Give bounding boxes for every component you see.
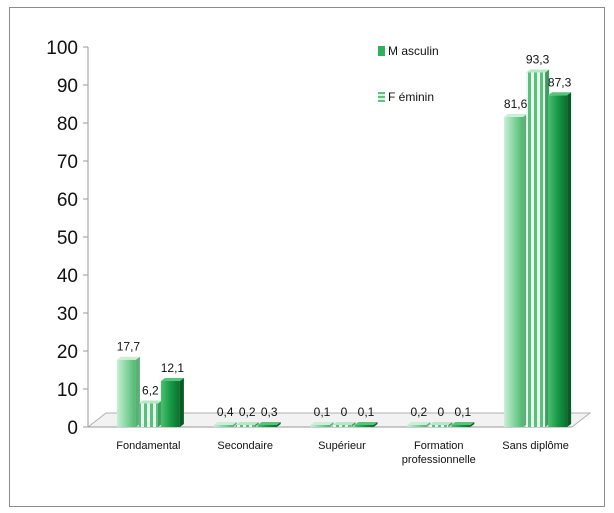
bar	[235, 425, 255, 427]
bar-top	[257, 422, 281, 425]
bar-top	[160, 378, 184, 382]
bar-side	[567, 92, 572, 427]
data-label: 0	[341, 405, 348, 419]
bar-side	[470, 422, 475, 427]
legend-swatch	[378, 92, 385, 102]
bar-top	[213, 422, 237, 425]
category-labels-group: Fondamental Secondaire Supérieur Formation p…	[116, 440, 569, 466]
bar	[354, 425, 374, 427]
bar	[213, 425, 233, 427]
bar	[504, 116, 524, 428]
bar-top	[548, 92, 572, 96]
y-tick-label: 70	[57, 152, 78, 173]
y-tick-label: 0	[67, 418, 78, 439]
x-category-label: Supérieur	[318, 440, 366, 452]
bar-top	[354, 422, 378, 425]
data-label: 0,1	[454, 405, 471, 419]
data-label: 0,1	[314, 405, 331, 419]
bar-top	[235, 422, 259, 425]
bar	[526, 72, 546, 428]
bar	[138, 403, 158, 427]
data-label: 87,3	[548, 75, 572, 89]
bar-side	[232, 422, 237, 427]
bar-top	[429, 422, 453, 425]
legend: M asculin F éminin	[378, 44, 439, 104]
bar	[407, 425, 427, 427]
data-label: 0,3	[261, 405, 278, 419]
data-label: 12,1	[161, 361, 185, 375]
bar-top	[504, 113, 528, 117]
data-label: 0,1	[358, 405, 375, 419]
bar	[116, 359, 136, 427]
x-category-label: Fondamental	[116, 440, 180, 452]
bar	[257, 425, 277, 427]
y-tick-label: 20	[57, 342, 78, 363]
data-label: 0,2	[239, 405, 256, 419]
bars-group	[116, 69, 572, 428]
y-tick-label: 40	[57, 266, 78, 287]
y-tick-label: 90	[57, 76, 78, 97]
data-label: 17,7	[117, 340, 141, 354]
data-label: 0,4	[217, 405, 234, 419]
bar-side	[329, 422, 334, 427]
bar	[548, 95, 568, 427]
bar-top	[116, 356, 140, 360]
bar-top	[310, 422, 334, 425]
bar-top	[407, 422, 431, 425]
y-tick-label: 10	[57, 380, 78, 401]
bar	[451, 425, 471, 427]
x-category-label: Secondaire	[217, 440, 273, 452]
bar-side	[276, 422, 281, 427]
x-category-label: Sans diplôme	[502, 440, 569, 452]
y-tick-label: 60	[57, 190, 78, 211]
data-label: 0	[437, 405, 444, 419]
y-tick-label: 50	[57, 228, 78, 249]
data-label: 6,2	[142, 383, 159, 397]
y-tick-label: 100	[46, 38, 78, 59]
legend-label: M asculin	[388, 44, 439, 58]
data-label: 0,2	[410, 405, 427, 419]
bar	[310, 425, 330, 427]
bar-top	[451, 422, 475, 425]
bar	[429, 425, 449, 427]
data-label: 93,3	[526, 52, 550, 66]
bar	[332, 425, 352, 427]
bar-side	[179, 378, 184, 427]
y-tick-label: 30	[57, 304, 78, 325]
bar-top	[526, 69, 550, 73]
bar	[160, 381, 180, 427]
bar-top	[138, 400, 162, 404]
x-category-label: professionnelle	[402, 454, 476, 466]
bar-side	[373, 422, 378, 427]
data-labels-group: 17,7 6,212,1 0,4 0,2 0,3 0,1 0 0,1 0,2 0 0,1 81,6 93…	[117, 52, 572, 419]
legend-swatch	[378, 46, 385, 56]
bar-top	[332, 422, 356, 425]
axes-group: 0 10 20 30 40 50 60 70 80 90 100	[46, 38, 89, 439]
bar-side	[254, 422, 259, 427]
bar-side	[448, 422, 453, 427]
bar-side	[351, 422, 356, 427]
bar-side	[426, 422, 431, 427]
y-tick-label: 80	[57, 114, 78, 135]
x-category-label: Formation	[414, 440, 464, 452]
data-label: 81,6	[504, 97, 528, 111]
legend-label: F éminin	[388, 90, 434, 104]
